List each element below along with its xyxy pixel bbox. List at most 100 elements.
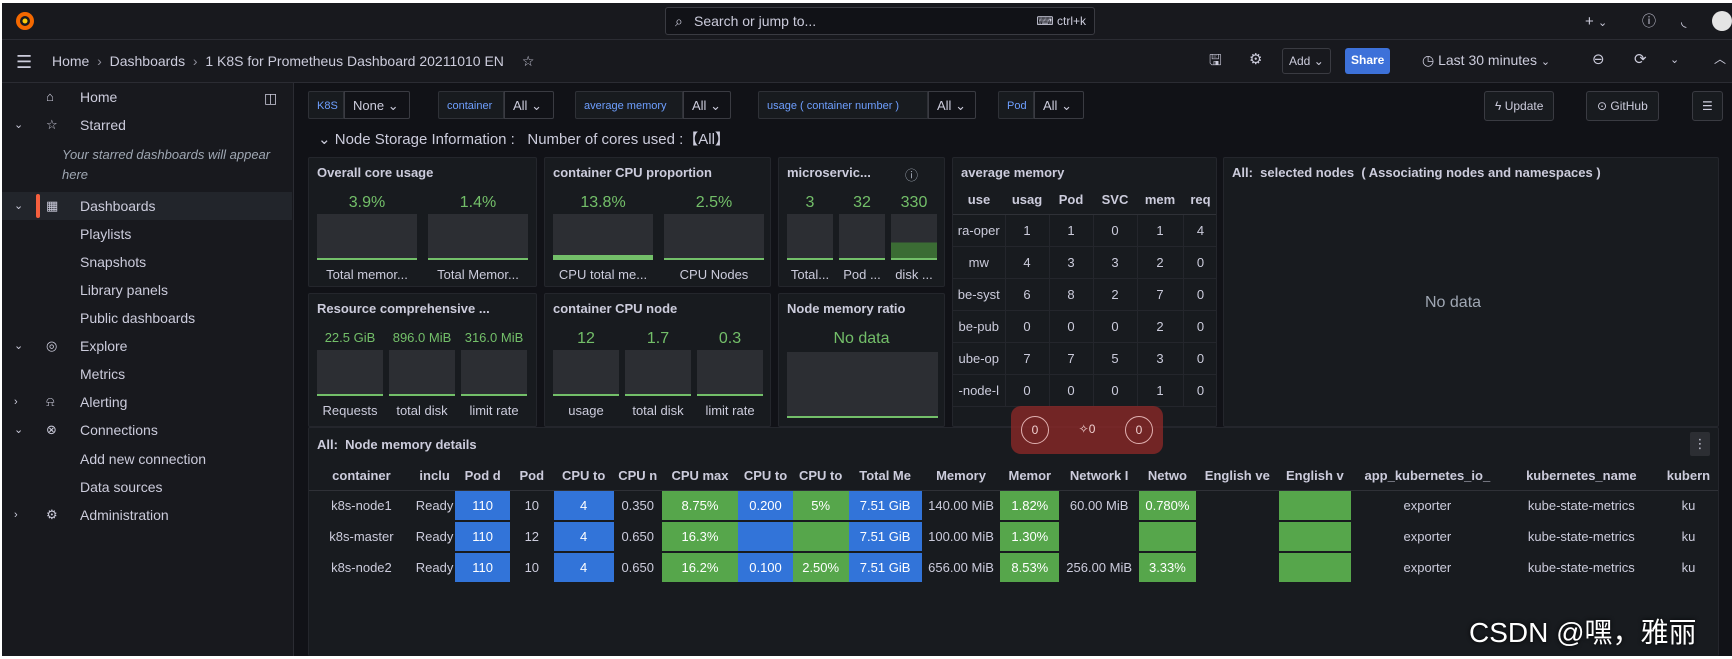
magic-icon[interactable]: ✧0 — [1078, 422, 1096, 436]
sidebar-item-administration[interactable]: › ⚙ Administration — [2, 501, 292, 529]
variable-select[interactable]: All ⌄ — [683, 91, 731, 119]
column-header[interactable]: Memory — [921, 462, 1001, 491]
column-header[interactable]: kubern — [1658, 462, 1718, 491]
sidebar-item-snapshots[interactable]: Snapshots — [2, 248, 292, 276]
column-header[interactable]: container — [309, 462, 414, 491]
column-header[interactable]: CPU to — [553, 462, 614, 491]
sidebar-item-library-panels[interactable]: Library panels — [2, 276, 292, 304]
column-header[interactable]: CPU n — [613, 462, 662, 491]
column-header[interactable]: English ve — [1195, 462, 1279, 491]
panel-container-cpu-proportion[interactable]: container CPU proportion 13.8% CPU total … — [544, 157, 771, 287]
collapse-icon[interactable]: ︿ — [1714, 52, 1727, 66]
panel-menu-icon[interactable]: ⋮ — [1690, 432, 1710, 456]
breadcrumb-dashboards[interactable]: Dashboards — [109, 53, 186, 69]
sidebar-item-public-dashboards[interactable]: Public dashboards — [2, 304, 292, 332]
gauge-bar — [317, 214, 417, 260]
column-header[interactable]: mem — [1137, 186, 1183, 215]
table-row[interactable]: k8s-master Ready 110 12 4 0.650 16.3% 7.51 GiB 1… — [309, 521, 1718, 553]
star-icon[interactable]: ☆ — [521, 53, 535, 69]
panel-container-cpu-node[interactable]: container CPU node 12 usage 1.7 total disk… — [544, 293, 771, 427]
column-header[interactable]: CPU max — [661, 462, 739, 491]
search-icon[interactable]: 0 — [1125, 416, 1153, 444]
chevron-down-icon[interactable]: ⌄ — [14, 200, 24, 212]
panel-title: All: Node memory details — [317, 437, 477, 452]
chevron-down-icon: ⌄ — [387, 98, 399, 113]
chat-icon[interactable]: 0 — [1021, 416, 1049, 444]
column-header[interactable]: SVC — [1093, 186, 1137, 215]
zoom-out-icon[interactable]: ⊖ — [1592, 51, 1605, 68]
github-button[interactable]: ⊙ GitHub — [1586, 91, 1659, 121]
panel-average-memory[interactable]: average memory use usag Pod SVC mem req ra-op… — [952, 157, 1217, 427]
chevron-down-icon[interactable]: ⌄ — [14, 119, 24, 131]
table-cell: 0.650 — [613, 552, 662, 584]
table-row[interactable]: k8s-node1 Ready 110 10 4 0.350 8.75% 0.200 5% 7.5… — [309, 490, 1718, 522]
sidebar-item-connections[interactable]: ⌄ ⊗ Connections — [2, 416, 292, 444]
search-input[interactable]: ⌕ Search or jump to... ⌨ ctrl+k — [665, 7, 1095, 35]
column-header[interactable]: use — [953, 186, 1005, 215]
sidebar-item-playlists[interactable]: Playlists — [2, 220, 292, 248]
breadcrumb-home[interactable]: Home — [52, 53, 90, 69]
chevron-down-icon[interactable]: ⌄ — [14, 424, 24, 436]
sidebar-item-add-new-connection[interactable]: Add new connection — [2, 445, 292, 473]
column-header[interactable]: CPU to — [792, 462, 849, 491]
column-header[interactable]: app_kubernetes_io_ — [1350, 462, 1504, 491]
refresh-icon[interactable]: ⟳ — [1634, 51, 1647, 68]
variable-select[interactable]: All ⌄ — [1034, 91, 1084, 119]
news-icon[interactable]: ◟ — [1681, 13, 1687, 29]
column-header[interactable]: Memor — [1000, 462, 1060, 491]
column-header[interactable]: Network I — [1059, 462, 1140, 491]
chevron-right-icon[interactable]: › — [14, 396, 18, 408]
share-button[interactable]: Share — [1345, 48, 1391, 74]
sidebar-item-dashboards[interactable]: ⌄ ▦ Dashboards — [2, 192, 292, 220]
panel-overall-core-usage[interactable]: Overall core usage 3.9% Total memor... 1.… — [308, 157, 537, 287]
gauge-bar — [787, 352, 938, 418]
row-title-text: Node Storage Information : Number of cor… — [334, 131, 730, 148]
sidebar-item-starred[interactable]: ⌄ ☆ Starred — [2, 111, 292, 139]
column-header[interactable]: CPU to — [738, 462, 793, 491]
new-menu-button[interactable]: + ⌄ — [1585, 3, 1607, 40]
panel-resource-comprehensive[interactable]: Resource comprehensive ... 22.5 GiB Reque… — [308, 293, 537, 427]
panel-microservices[interactable]: microservic... ⓘ 3 Total... 32 Pod ... 330… — [778, 157, 945, 287]
save-icon[interactable]: 🖫 — [1209, 52, 1222, 69]
menu-icon[interactable]: ☰ — [1692, 91, 1723, 121]
menu-icon[interactable]: ☰ — [16, 52, 33, 72]
sidebar-item-explore[interactable]: ⌄ ◎ Explore — [2, 332, 292, 360]
time-picker[interactable]: ◷ Last 30 minutes ⌄ — [1422, 52, 1551, 68]
info-icon[interactable]: ⓘ — [905, 168, 919, 183]
sidebar-item-home[interactable]: ⌂ Home — [2, 83, 292, 111]
table-cell: Ready — [413, 521, 456, 553]
column-header[interactable]: Netwo — [1139, 462, 1196, 491]
gauge: 13.8% CPU total me... — [553, 194, 653, 284]
table-cell — [1059, 521, 1140, 553]
column-header[interactable]: English v — [1278, 462, 1351, 491]
dock-menu-icon[interactable]: ◫ — [264, 90, 278, 106]
avatar[interactable] — [1712, 11, 1732, 31]
panel-node-memory-details[interactable]: All: Node memory details ⋮ container incl… — [308, 427, 1719, 656]
chevron-down-icon[interactable]: ⌄ — [14, 340, 24, 352]
gear-icon[interactable]: ⚙ — [1249, 51, 1263, 68]
column-header[interactable]: usag — [1005, 186, 1049, 215]
column-header[interactable]: Pod — [1049, 186, 1093, 215]
column-header[interactable]: req — [1183, 186, 1216, 215]
column-header[interactable]: inclu — [413, 462, 456, 491]
add-button[interactable]: Add ⌄ — [1282, 48, 1331, 74]
variable-select[interactable]: All ⌄ — [928, 91, 976, 119]
panel-node-memory-ratio[interactable]: Node memory ratio No data — [778, 293, 945, 427]
help-icon[interactable]: ⓘ — [1642, 13, 1656, 29]
column-header[interactable]: Pod d — [455, 462, 510, 491]
variable-select[interactable]: All ⌄ — [504, 91, 554, 119]
table-row[interactable]: k8s-node2 Ready 110 10 4 0.650 16.2% 0.100 2.50%… — [309, 552, 1718, 584]
row-title[interactable]: ⌄ Node Storage Information : Number of c… — [318, 128, 730, 149]
sidebar-item-data-sources[interactable]: Data sources — [2, 473, 292, 501]
sidebar-item-metrics[interactable]: Metrics — [2, 360, 292, 388]
variable-select[interactable]: None ⌄ — [344, 91, 410, 119]
column-header[interactable]: Pod — [509, 462, 554, 491]
refresh-interval-chevron-icon[interactable]: ⌄ — [1670, 54, 1680, 66]
grafana-logo-icon[interactable] — [14, 10, 36, 32]
chevron-right-icon[interactable]: › — [14, 509, 18, 521]
sidebar-item-alerting[interactable]: › ⍾ Alerting — [2, 388, 292, 416]
column-header[interactable]: kubernetes_name — [1503, 462, 1659, 491]
update-button[interactable]: ϟ Update — [1484, 91, 1555, 121]
column-header[interactable]: Total Me — [848, 462, 922, 491]
panel-selected-nodes[interactable]: All: selected nodes ( Associating nodes … — [1223, 157, 1719, 427]
